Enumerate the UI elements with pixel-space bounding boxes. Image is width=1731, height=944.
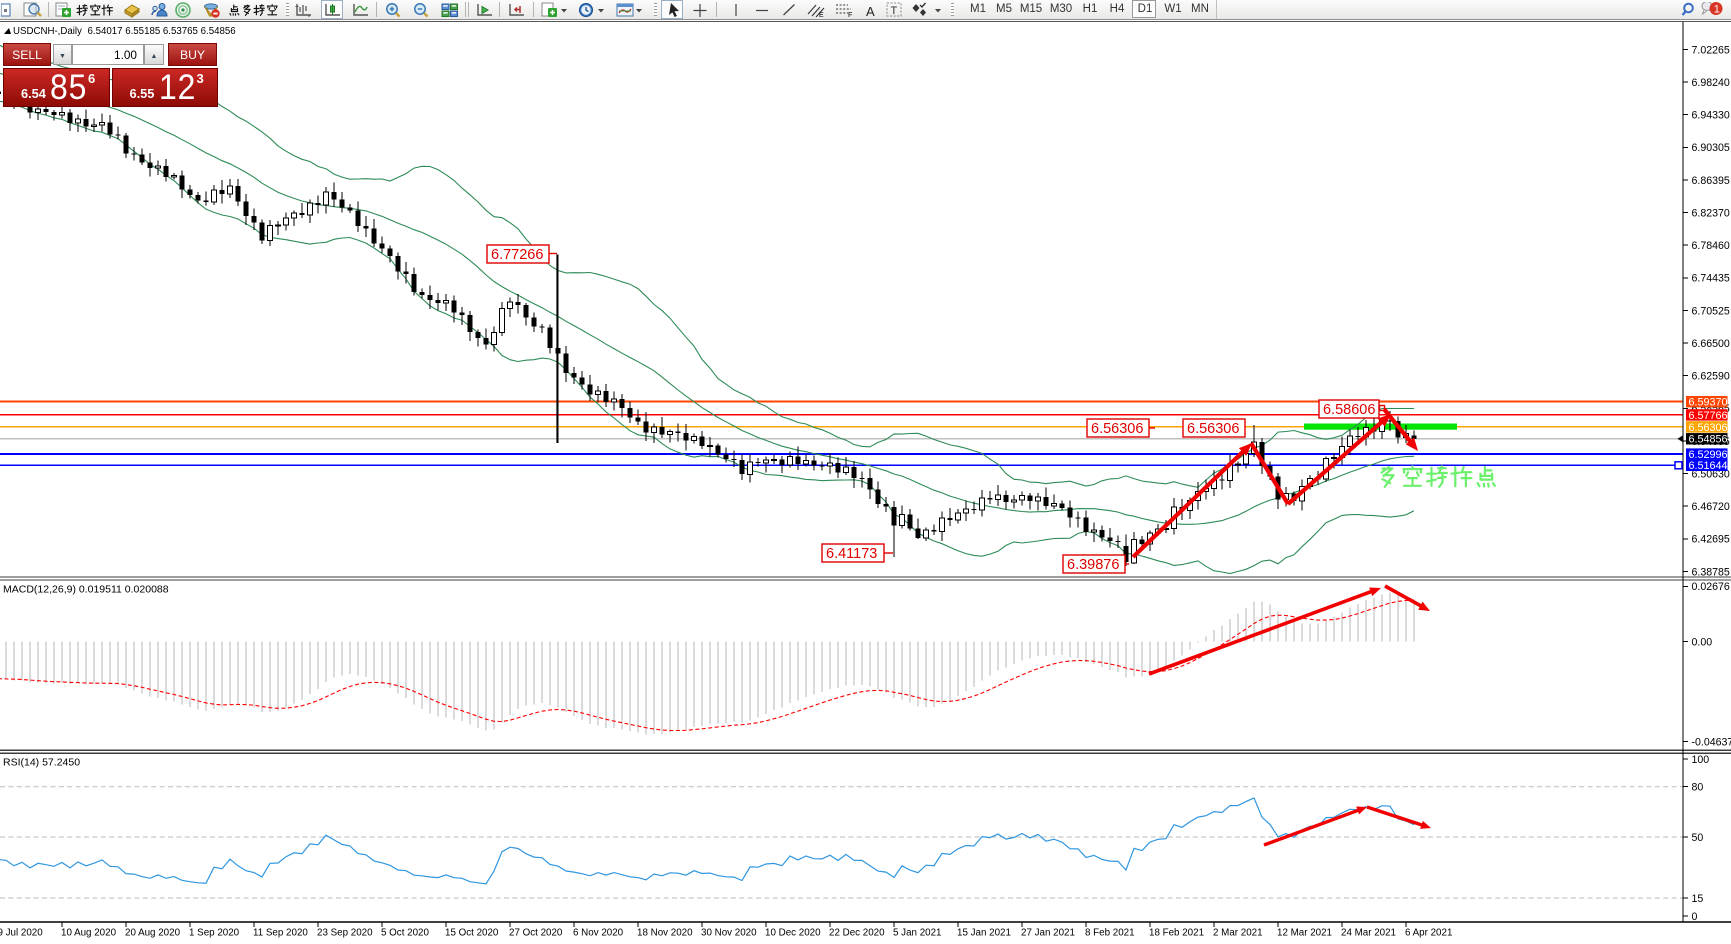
svg-text:0: 0 — [1692, 911, 1698, 923]
svg-text:1: 1 — [1714, 4, 1720, 16]
svg-text:6.39876: 6.39876 — [1067, 557, 1119, 573]
svg-text:USDCNH-,Daily: USDCNH-,Daily — [13, 26, 82, 37]
svg-text:22 Dec 2020: 22 Dec 2020 — [829, 928, 885, 939]
svg-text:6.86395: 6.86395 — [1692, 175, 1730, 187]
svg-text:6.56306: 6.56306 — [1187, 421, 1239, 437]
svg-text:T: T — [891, 5, 898, 17]
svg-text:23 Sep 2020: 23 Sep 2020 — [317, 928, 373, 939]
svg-text:0.00: 0.00 — [1692, 636, 1713, 648]
svg-text:50: 50 — [1692, 832, 1704, 844]
svg-text:29 Jul 2020: 29 Jul 2020 — [0, 928, 43, 939]
svg-text:5 Jan 2021: 5 Jan 2021 — [893, 928, 941, 939]
svg-text:7.02265: 7.02265 — [1692, 44, 1730, 56]
svg-text:18 Nov 2020: 18 Nov 2020 — [637, 928, 693, 939]
svg-text:6.57766: 6.57766 — [1689, 410, 1728, 422]
svg-text:E: E — [819, 12, 824, 18]
svg-text:2 Mar 2021: 2 Mar 2021 — [1213, 928, 1263, 939]
svg-text:11 Sep 2020: 11 Sep 2020 — [253, 928, 308, 939]
svg-text:100: 100 — [1692, 754, 1710, 766]
svg-text:6.42695: 6.42695 — [1692, 534, 1730, 546]
svg-text:6.70525: 6.70525 — [1692, 305, 1730, 317]
svg-text:15: 15 — [1692, 893, 1704, 905]
svg-text:15 Oct 2020: 15 Oct 2020 — [445, 928, 499, 939]
svg-text:6.46720: 6.46720 — [1692, 501, 1730, 513]
svg-text:6.41173: 6.41173 — [826, 546, 877, 562]
svg-text:6.56306: 6.56306 — [1091, 421, 1143, 437]
svg-text:80: 80 — [1692, 782, 1704, 794]
svg-text:15 Jan 2021: 15 Jan 2021 — [957, 928, 1011, 939]
svg-text:27 Jan 2021: 27 Jan 2021 — [1021, 928, 1075, 939]
svg-text:6.94330: 6.94330 — [1692, 110, 1730, 122]
svg-text:6.98240: 6.98240 — [1692, 77, 1730, 89]
svg-text:6.59370: 6.59370 — [1689, 397, 1728, 409]
svg-text:6 Apr 2021: 6 Apr 2021 — [1405, 928, 1452, 939]
svg-text:30 Nov 2020: 30 Nov 2020 — [701, 928, 757, 939]
svg-text:6.82370: 6.82370 — [1692, 207, 1730, 219]
svg-text:27 Oct 2020: 27 Oct 2020 — [509, 928, 563, 939]
svg-text:10 Dec 2020: 10 Dec 2020 — [765, 928, 821, 939]
svg-text:6.90305: 6.90305 — [1692, 142, 1730, 154]
svg-text:-0.046374: -0.046374 — [1692, 736, 1731, 748]
svg-text:6.74435: 6.74435 — [1692, 273, 1730, 285]
svg-text:24 Mar 2021: 24 Mar 2021 — [1341, 928, 1396, 939]
svg-text:6.50630: 6.50630 — [1692, 468, 1730, 480]
svg-text:10 Aug 2020: 10 Aug 2020 — [61, 928, 117, 939]
svg-text:6.54017 6.55185 6.53765 6.5485: 6.54017 6.55185 6.53765 6.54856 — [88, 26, 236, 37]
svg-text:20 Aug 2020: 20 Aug 2020 — [125, 928, 181, 939]
svg-text:18 Feb 2021: 18 Feb 2021 — [1149, 928, 1204, 939]
svg-text:6.56306: 6.56306 — [1689, 422, 1728, 434]
svg-text:6.58606: 6.58606 — [1323, 402, 1375, 418]
svg-text:6 Nov 2020: 6 Nov 2020 — [573, 928, 624, 939]
svg-text:6.62590: 6.62590 — [1692, 371, 1730, 383]
svg-text:6.38785: 6.38785 — [1692, 566, 1730, 578]
svg-text:8 Feb 2021: 8 Feb 2021 — [1085, 928, 1135, 939]
svg-text:6.52996: 6.52996 — [1689, 449, 1728, 461]
svg-text:6.54856: 6.54856 — [1689, 434, 1728, 446]
svg-text:MACD(12,26,9) 0.019511 0.02008: MACD(12,26,9) 0.019511 0.020088 — [3, 584, 169, 596]
svg-text:6.78460: 6.78460 — [1692, 240, 1730, 252]
svg-text:RSI(14) 57.2450: RSI(14) 57.2450 — [3, 757, 80, 769]
svg-text:6.66500: 6.66500 — [1692, 338, 1730, 350]
svg-text:F: F — [848, 12, 852, 18]
svg-text:12 Mar 2021: 12 Mar 2021 — [1277, 928, 1332, 939]
svg-text:6.51644: 6.51644 — [1689, 460, 1728, 472]
svg-text:5 Oct 2020: 5 Oct 2020 — [381, 928, 429, 939]
svg-text:0.02676: 0.02676 — [1692, 581, 1730, 593]
svg-text:6.77266: 6.77266 — [491, 247, 543, 263]
svg-text:1 Sep 2020: 1 Sep 2020 — [189, 928, 240, 939]
